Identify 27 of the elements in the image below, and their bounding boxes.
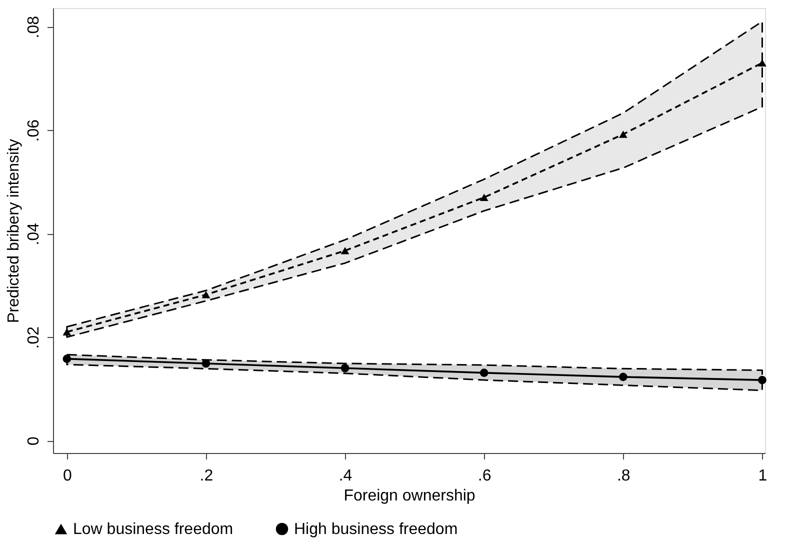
legend-label: Low business freedom: [73, 521, 234, 538]
point: [480, 194, 488, 202]
point: [202, 359, 210, 368]
x-axis-title: Foreign ownership: [344, 488, 476, 504]
point: [618, 130, 628, 138]
point: [340, 247, 350, 254]
point: [62, 354, 72, 363]
x-tick-label: 0: [62, 468, 72, 484]
y-tick-label: .04: [26, 222, 42, 246]
point: [62, 328, 72, 336]
point: [340, 364, 350, 372]
legend-label: High business freedom: [294, 521, 458, 538]
x-tick-label: .4: [338, 468, 352, 484]
point: [758, 376, 766, 384]
y-tick-label: .02: [26, 326, 42, 349]
point: [202, 291, 210, 298]
point: [618, 372, 628, 382]
x-tick-label: 1: [758, 468, 768, 484]
x-tick-label: .8: [616, 468, 630, 484]
y-axis-title: Predicted bribery intensity: [6, 138, 22, 324]
x-tick-label: .2: [200, 468, 214, 484]
point: [480, 368, 488, 377]
y-tick-label: .08: [26, 16, 42, 38]
x-tick-label: .6: [478, 468, 492, 484]
y-tick-label: 0: [26, 436, 42, 446]
y-tick-label: .06: [26, 119, 42, 142]
point: [758, 59, 766, 66]
